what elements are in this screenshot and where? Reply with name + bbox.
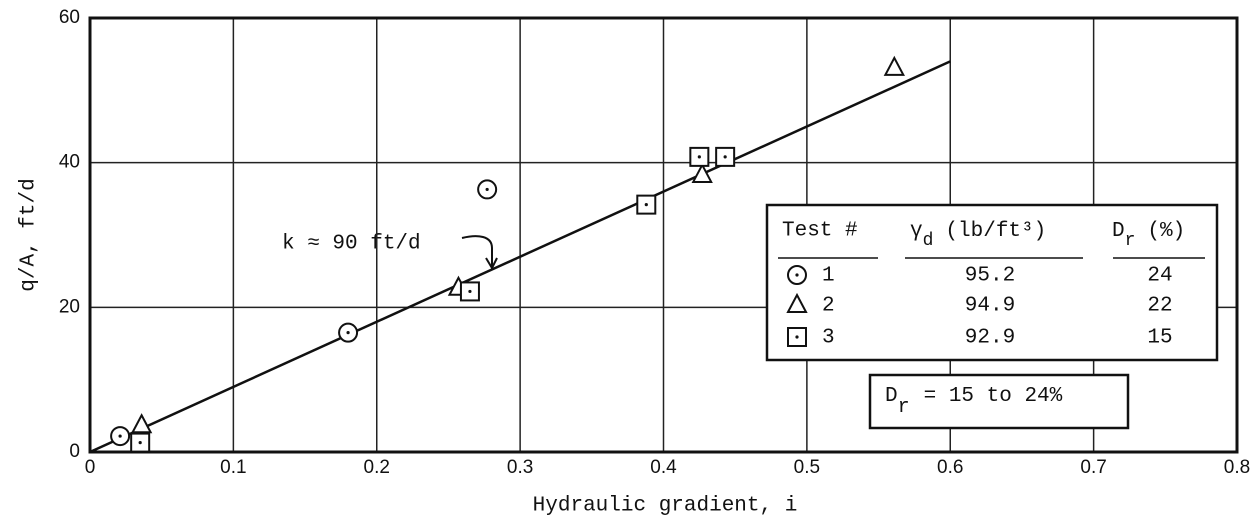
legend-value: 22 xyxy=(1147,295,1172,318)
marker-dot xyxy=(485,187,489,192)
marker-dot xyxy=(118,434,122,438)
x-axis-label: Hydraulic gradient, i xyxy=(533,495,798,518)
plot-frame xyxy=(88,16,1239,454)
marker-dot xyxy=(795,335,799,339)
x-tick-label: 0.4 xyxy=(650,457,677,478)
marker-dot xyxy=(795,273,799,277)
marker xyxy=(459,281,480,302)
legend-label: 2 xyxy=(822,295,835,318)
marker xyxy=(130,413,153,434)
legend-header: Test # xyxy=(782,220,858,243)
x-tick-label: 0.8 xyxy=(1224,457,1250,478)
marker-shape xyxy=(130,413,153,434)
marker-shape xyxy=(786,292,808,313)
x-tick-label: 0.6 xyxy=(937,457,963,478)
marker xyxy=(338,322,359,343)
marker-dot xyxy=(138,440,142,445)
marker xyxy=(786,292,808,313)
legend-header: Dr (%) xyxy=(1112,220,1185,251)
legend-value: 94.9 xyxy=(965,295,1015,318)
legend-header: γd (lb/ft³) xyxy=(910,220,1046,251)
subscript: r xyxy=(1125,231,1136,251)
legend-label: 1 xyxy=(822,265,835,288)
note-text: = 15 to 24% xyxy=(924,385,1063,408)
legend-value: 15 xyxy=(1147,327,1172,350)
marker-dot xyxy=(644,203,648,207)
x-tick-label: 0.7 xyxy=(1080,457,1106,478)
marker xyxy=(883,55,905,76)
marker xyxy=(130,432,151,453)
legend-label: 3 xyxy=(822,327,835,350)
unit: (lb/ft³) xyxy=(945,220,1046,243)
marker xyxy=(477,179,498,200)
marker-shape xyxy=(883,55,905,76)
x-tick-label: 0 xyxy=(85,457,96,478)
legend-value: 95.2 xyxy=(965,265,1015,288)
legend-box xyxy=(765,203,1219,362)
fit-line xyxy=(89,60,951,454)
marker-dot xyxy=(468,289,472,294)
marker xyxy=(691,162,713,183)
symbol: D xyxy=(885,385,898,408)
marker xyxy=(715,146,736,167)
y-tick-label: 20 xyxy=(59,296,80,317)
y-tick-label: 0 xyxy=(69,441,80,462)
symbol: γ xyxy=(910,220,923,243)
marker-dot xyxy=(723,155,727,159)
note: Dr = 15 to 24% xyxy=(885,385,1063,420)
symbol: D xyxy=(1112,220,1125,243)
legend-value: 92.9 xyxy=(965,327,1015,350)
annotation-arrow xyxy=(461,235,498,271)
marker-dot xyxy=(697,155,701,159)
y-tick-label: 40 xyxy=(59,152,80,173)
legend-value: 24 xyxy=(1147,265,1172,288)
marker xyxy=(110,426,131,447)
marker xyxy=(787,327,807,347)
note-box xyxy=(868,373,1130,430)
annotation: k ≈ 90 ft/d xyxy=(282,233,421,256)
x-tick-label: 0.3 xyxy=(507,457,533,478)
subscript: r xyxy=(898,396,910,419)
marker xyxy=(636,194,657,215)
marker-shape xyxy=(691,162,713,183)
marker xyxy=(787,265,807,285)
y-axis-label: q/A, ft/d xyxy=(18,178,41,291)
y-tick-label: 60 xyxy=(59,7,80,28)
x-tick-label: 0.5 xyxy=(794,457,820,478)
x-tick-label: 0.1 xyxy=(220,457,246,478)
subscript: d xyxy=(923,231,934,251)
unit: (%) xyxy=(1147,220,1185,243)
marker xyxy=(689,146,710,167)
x-tick-label: 0.2 xyxy=(364,457,390,478)
marker-dot xyxy=(346,331,350,335)
